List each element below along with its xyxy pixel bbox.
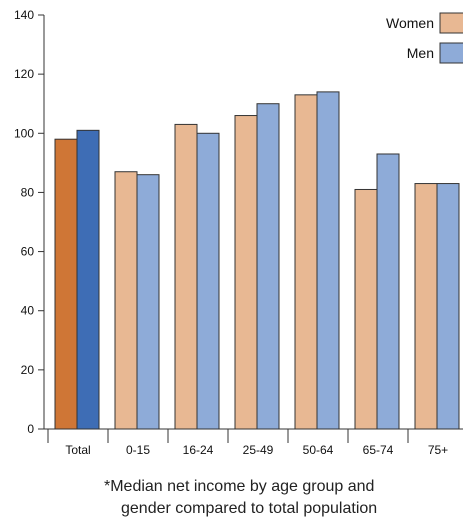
y-tick-label: 120	[14, 67, 34, 81]
y-tick-label: 40	[21, 304, 35, 318]
x-category-label: 16-24	[183, 443, 214, 457]
y-tick-label: 60	[21, 245, 35, 259]
y-tick-label: 80	[21, 185, 35, 199]
bar-women-16-24	[174, 123, 198, 430]
y-tick-label: 0	[27, 422, 34, 436]
legend-label-men: Men	[407, 45, 434, 61]
bar-men-50-64	[316, 91, 340, 430]
bar-men-25-49	[256, 103, 280, 430]
bar-women-50-64	[294, 94, 318, 430]
bar-chart: 0 20 40 60 80 100 120 140 Total 0-15 16-24 25-49 50-…	[14, 8, 463, 457]
bar-women-25-49	[234, 115, 258, 430]
bar-women-75+	[414, 183, 438, 430]
legend-swatch-women	[439, 12, 463, 34]
footnote-line-1: *Median net income by age group and	[104, 478, 375, 495]
footnote-line-2: gender compared to total population	[121, 500, 378, 517]
x-category-label: Total	[65, 443, 90, 457]
x-category-label: 65-74	[363, 443, 394, 457]
bar-women-65-74	[354, 188, 378, 430]
bar-men-0-15	[136, 174, 160, 430]
x-category-label: 75+	[428, 443, 448, 457]
y-tick-label: 140	[14, 8, 34, 22]
x-category-label: 50-64	[303, 443, 334, 457]
bar-women-0-15	[114, 171, 138, 430]
footnote: *Median net income by age group and gend…	[0, 474, 463, 524]
y-tick-label: 20	[21, 363, 35, 377]
bar-women-Total	[54, 138, 78, 430]
y-tick-label: 100	[14, 126, 34, 140]
chart-area: 0 20 40 60 80 100 120 140 Total 0-15 16-24 25-49 50-…	[14, 8, 463, 457]
legend-swatch-men	[439, 42, 463, 64]
bar-men-16-24	[196, 132, 220, 430]
x-category-label: 25-49	[243, 443, 274, 457]
bar-men-75+	[436, 183, 460, 430]
bar-men-65-74	[376, 153, 400, 430]
legend-label-women: Women	[386, 15, 434, 31]
bar-men-Total	[76, 129, 100, 430]
x-category-label: 0-15	[126, 443, 150, 457]
